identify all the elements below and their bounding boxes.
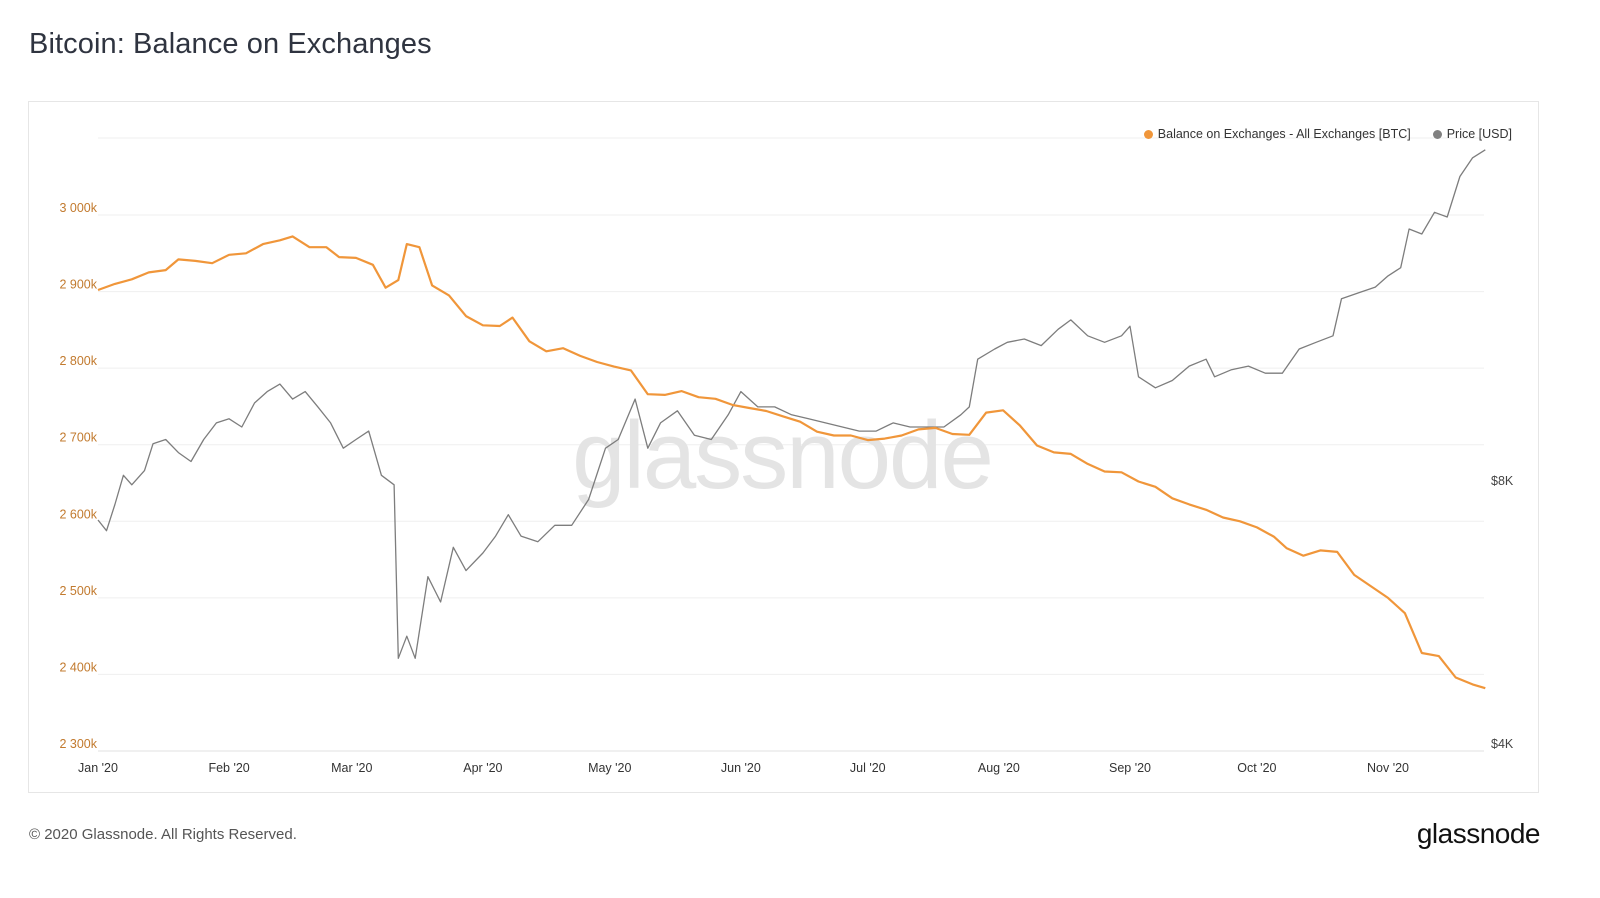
left-axis-tick: 2 400k [59, 660, 97, 674]
x-axis-tick: Jan '20 [78, 761, 118, 775]
legend-label: Price [USD] [1446, 127, 1512, 141]
page-title: Bitcoin: Balance on Exchanges [29, 28, 432, 60]
left-axis-tick: 2 800k [59, 354, 97, 368]
x-axis-tick: May '20 [588, 761, 631, 775]
right-axis-tick: $4K [1491, 737, 1514, 751]
legend-item-price[interactable]: Price [USD] [1432, 127, 1512, 141]
right-axis: $8K $4K [1491, 474, 1514, 751]
left-axis-tick: 3 000k [59, 201, 97, 215]
chart-frame [28, 101, 1539, 793]
orange-dot-icon [1143, 129, 1153, 139]
left-axis: 3 000k 2 900k 2 800k 2 700k 2 600k 2 500k 2 40… [59, 201, 97, 751]
x-axis-tick: Nov '20 [1367, 761, 1409, 775]
x-axis-tick: Oct '20 [1237, 761, 1276, 775]
left-axis-tick: 2 300k [59, 737, 97, 751]
chart-legend: Balance on Exchanges - All Exchanges [BT… [1143, 127, 1512, 141]
x-axis-tick: Mar '20 [331, 761, 372, 775]
left-axis-tick: 2 600k [59, 507, 97, 521]
x-axis-tick: Aug '20 [978, 761, 1020, 775]
gray-dot-icon [1432, 129, 1442, 139]
x-axis-tick: Sep '20 [1109, 761, 1151, 775]
right-axis-tick: $8K [1491, 474, 1514, 488]
left-axis-tick: 2 500k [59, 584, 97, 598]
x-axis-tick: Apr '20 [463, 761, 502, 775]
watermark: glassnode [572, 402, 992, 509]
copyright-text: © 2020 Glassnode. All Rights Reserved. [29, 826, 297, 843]
left-axis-tick: 2 900k [59, 278, 97, 292]
x-axis: Jan '20 Feb '20 Mar '20 Apr '20 May '20 Jun '… [78, 761, 1409, 775]
legend-item-balance[interactable]: Balance on Exchanges - All Exchanges [BT… [1143, 127, 1411, 141]
price-line [97, 149, 1486, 659]
x-axis-tick: Jul '20 [850, 761, 886, 775]
left-axis-tick: 2 700k [59, 431, 97, 445]
x-axis-tick: Feb '20 [208, 761, 249, 775]
glassnode-logo: glassnode [1416, 818, 1541, 849]
legend-label: Balance on Exchanges - All Exchanges [BT… [1157, 127, 1411, 141]
x-axis-tick: Jun '20 [721, 761, 761, 775]
balance-line [97, 235, 1486, 690]
